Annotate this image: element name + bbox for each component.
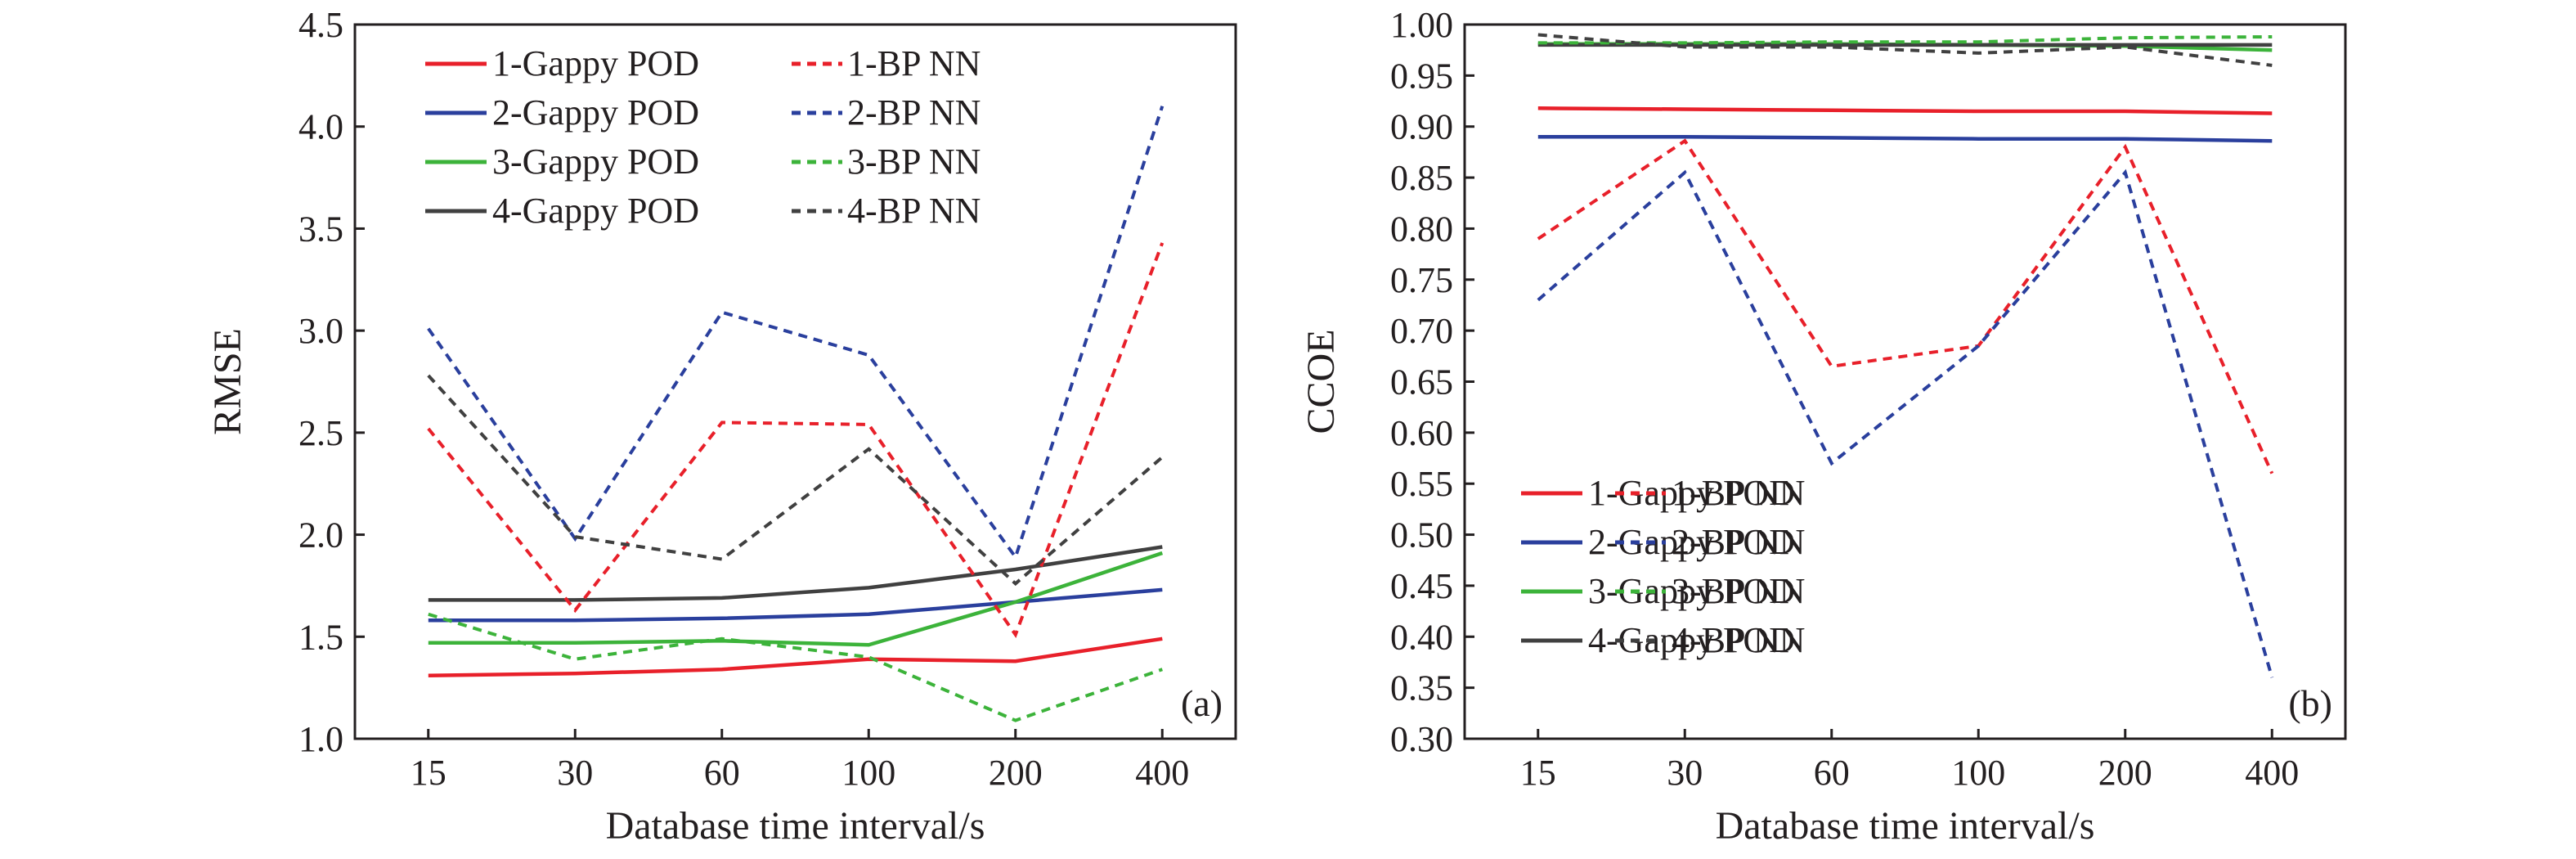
legend-label: 4-Gappy POD — [492, 191, 699, 231]
legend-label: 3-Gappy POD — [492, 142, 699, 182]
x-tick-label: 400 — [2245, 753, 2299, 793]
y-tick-label: 0.70 — [1390, 311, 1453, 351]
series-line-1-bp-nn — [1537, 138, 2274, 474]
legend-label: 3-BP NN — [1672, 571, 1805, 611]
series-line-3-bp-nn — [428, 612, 1163, 722]
series-line-4-gappy-pod — [428, 545, 1163, 602]
y-tick-label: 0.90 — [1390, 107, 1453, 147]
y-tick-label: 0.85 — [1390, 158, 1453, 198]
y-tick-label: 0.35 — [1390, 668, 1453, 708]
series-line-2-gappy-pod — [1537, 134, 2273, 143]
x-axis-title-b: Database time interval/s — [1716, 804, 2095, 848]
x-tick-label: 200 — [989, 753, 1043, 793]
x-axis-title-a: Database time interval/s — [606, 804, 985, 848]
x-tick-label: 30 — [557, 753, 593, 793]
chart-rmse: 1.0 1.5 2.0 2.5 3.0 3.5 4.0 4.5 15 30 60 100 200 400 D… — [206, 5, 1237, 848]
x-tick-label: 30 — [1667, 753, 1703, 793]
x-tick-label: 200 — [2098, 753, 2152, 793]
panel-label-b: (b) — [2288, 682, 2332, 724]
plot-frame-a — [353, 23, 1237, 740]
x-tick-label: 60 — [704, 753, 740, 793]
y-tick-label: 2.0 — [298, 515, 343, 555]
y-tick-label: 1.5 — [298, 617, 343, 657]
legend-label: 2-BP NN — [1672, 522, 1805, 562]
x-tick-label: 15 — [1520, 753, 1556, 793]
y-tick-label: 0.95 — [1390, 56, 1453, 96]
y-axis-title-a: RMSE — [206, 328, 249, 435]
y-tick-label: 0.75 — [1390, 260, 1453, 300]
y-tick-label: 4.0 — [298, 107, 343, 147]
y-tick-label: 0.30 — [1390, 719, 1453, 759]
legend-label: 2-BP NN — [847, 92, 981, 133]
legend-label: 4-BP NN — [1672, 620, 1805, 660]
legend-label: 1-BP NN — [847, 43, 981, 83]
y-tick-label: 2.5 — [298, 413, 343, 453]
x-tick-label: 60 — [1814, 753, 1850, 793]
series-line-2-gappy-pod — [428, 587, 1163, 623]
series-line-3-gappy-pod — [428, 551, 1164, 647]
x-tick-label: 400 — [1135, 753, 1189, 793]
y-axis-title-b: CCOE — [1299, 329, 1343, 434]
y-tick-label: 0.55 — [1390, 464, 1453, 504]
y-tick-label: 0.50 — [1390, 515, 1453, 555]
series-line-1-bp-nn — [427, 242, 1165, 639]
chart-ccoe: 0.30 0.35 0.40 0.45 0.50 0.55 0.60 0.65 0.70 0.75… — [1299, 5, 2347, 848]
series-line-4-bp-nn — [427, 374, 1164, 587]
y-tick-label: 0.60 — [1390, 413, 1453, 453]
x-tick-label: 100 — [1951, 753, 2005, 793]
series-line-4-bp-nn — [1537, 33, 2273, 67]
y-tick-label: 0.45 — [1390, 566, 1453, 606]
y-tick-label: 4.5 — [298, 5, 343, 45]
y-tick-label: 3.5 — [298, 209, 343, 249]
y-tick-label: 1.00 — [1390, 5, 1453, 45]
y-tick-label: 3.0 — [298, 311, 343, 351]
series-line-2-bp-nn — [1537, 169, 2274, 678]
y-tick-label: 1.0 — [298, 719, 343, 759]
panel-label-a: (a) — [1181, 682, 1223, 724]
legend-label: 1-Gappy POD — [492, 43, 699, 83]
y-tick-label: 0.80 — [1390, 209, 1453, 249]
series-line-1-gappy-pod — [1537, 106, 2273, 115]
legend-label: 4-BP NN — [847, 191, 981, 231]
series-line-3-bp-nn — [1537, 35, 2273, 45]
y-tick-label: 0.40 — [1390, 617, 1453, 657]
legend-label: 2-Gappy POD — [492, 92, 699, 133]
y-tick-label: 0.65 — [1390, 362, 1453, 403]
legend-label: 3-BP NN — [847, 142, 981, 182]
legend-label: 1-BP NN — [1672, 473, 1805, 513]
x-tick-label: 15 — [411, 753, 447, 793]
series-line-1-gappy-pod — [428, 636, 1163, 677]
x-tick-label: 100 — [841, 753, 895, 793]
